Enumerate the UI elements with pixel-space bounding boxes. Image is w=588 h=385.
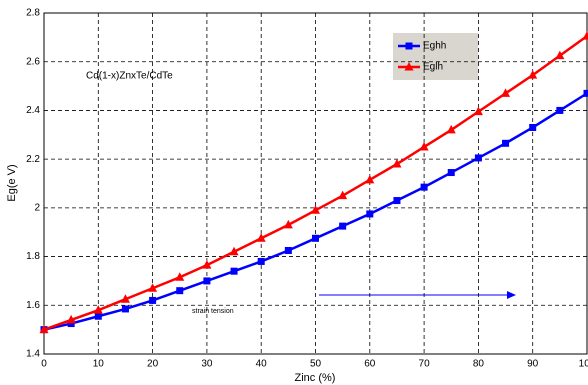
y-tick-label: 2.4 bbox=[26, 105, 40, 116]
marker bbox=[556, 106, 564, 114]
marker bbox=[312, 234, 319, 242]
marker bbox=[555, 50, 565, 60]
x-tick-label: 10 bbox=[93, 359, 105, 370]
marker bbox=[39, 324, 49, 334]
marker bbox=[94, 312, 102, 320]
arrow-head bbox=[507, 291, 516, 299]
marker bbox=[474, 154, 482, 162]
marker bbox=[149, 296, 157, 304]
marker bbox=[120, 294, 130, 303]
x-axis-label: Zinc (%) bbox=[295, 372, 336, 384]
marker bbox=[501, 88, 511, 97]
x-tick-label: 0 bbox=[41, 359, 47, 370]
marker bbox=[473, 106, 483, 116]
y-tick-label: 1.8 bbox=[26, 251, 40, 262]
marker bbox=[229, 246, 239, 256]
x-tick-label: 20 bbox=[147, 359, 159, 370]
legend bbox=[393, 33, 478, 80]
marker bbox=[93, 305, 103, 314]
marker bbox=[148, 283, 158, 292]
marker bbox=[66, 314, 76, 324]
y-tick-label: 2.8 bbox=[26, 8, 40, 19]
x-tick-label: 90 bbox=[527, 359, 539, 370]
marker bbox=[393, 197, 401, 205]
x-tick-label: 30 bbox=[201, 359, 213, 370]
marker bbox=[420, 183, 428, 191]
annotation: strain tension bbox=[192, 308, 234, 315]
marker bbox=[339, 222, 347, 230]
marker bbox=[419, 141, 429, 151]
legend-label: Eglh bbox=[423, 62, 443, 73]
marker bbox=[257, 257, 265, 265]
marker bbox=[338, 190, 348, 200]
marker bbox=[284, 246, 292, 254]
marker bbox=[365, 174, 375, 184]
marker bbox=[256, 233, 266, 242]
marker bbox=[529, 123, 537, 131]
marker bbox=[121, 305, 129, 313]
annotation: Cd(1-x)ZnxTe/CdTe bbox=[86, 71, 173, 82]
marker bbox=[582, 31, 588, 40]
x-tick-label: 100 bbox=[579, 359, 588, 370]
x-tick-label: 50 bbox=[310, 359, 322, 370]
marker bbox=[502, 139, 510, 147]
marker bbox=[447, 169, 455, 177]
marker bbox=[404, 62, 414, 71]
marker bbox=[446, 124, 456, 134]
marker bbox=[203, 277, 211, 285]
y-tick-label: 2.2 bbox=[26, 154, 40, 165]
marker bbox=[175, 272, 185, 281]
y-tick-label: 1.6 bbox=[26, 300, 40, 311]
x-tick-label: 40 bbox=[256, 359, 268, 370]
marker bbox=[230, 267, 238, 275]
marker bbox=[176, 287, 184, 295]
y-tick-label: 2 bbox=[34, 202, 40, 213]
marker bbox=[202, 260, 212, 269]
marker bbox=[311, 205, 320, 214]
marker bbox=[392, 159, 402, 168]
y-tick-label: 1.4 bbox=[26, 349, 40, 360]
legend-label: Eghh bbox=[423, 41, 446, 52]
marker bbox=[528, 70, 538, 79]
marker bbox=[283, 219, 293, 229]
marker bbox=[67, 320, 75, 328]
x-tick-label: 60 bbox=[364, 359, 376, 370]
marker bbox=[405, 42, 413, 50]
x-tick-label: 70 bbox=[419, 359, 431, 370]
marker bbox=[366, 210, 374, 218]
marker bbox=[583, 89, 588, 97]
y-axis-label: Eg(e V) bbox=[6, 164, 18, 201]
y-tick-label: 2.6 bbox=[26, 56, 40, 67]
x-tick-label: 80 bbox=[473, 359, 485, 370]
